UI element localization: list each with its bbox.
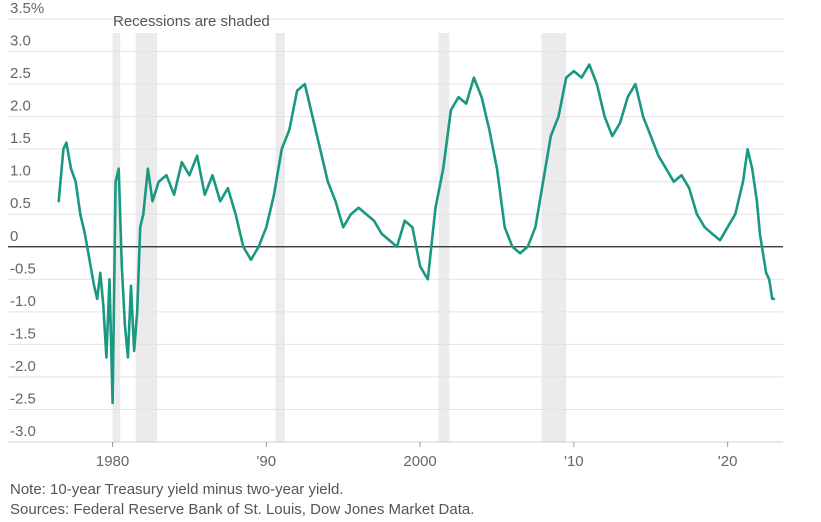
recession-band-1 [135,33,158,442]
y-tick-label: -1.5 [10,325,36,342]
chart-source: Sources: Federal Reserve Bank of St. Lou… [10,501,475,518]
y-tick-label: 0.5 [10,195,31,212]
x-tick-label: 2000 [403,453,436,470]
y-tick-label: -3.0 [10,423,36,440]
y-tick-label: 0 [10,228,18,245]
y-axis-labels: 3.5% 3.0 2.5 2.0 1.5 1.0 0.5 0 -0.5 -1.0 -1.5 -2.0 -… [10,0,44,440]
y-tick-label: 2.5 [10,65,31,82]
y-tick-label: 3.0 [10,33,31,50]
x-tick-label: '10 [564,453,584,470]
x-tick-label: 1980 [96,453,129,470]
recession-band-2 [275,33,285,442]
y-tick-label: -1.0 [10,293,36,310]
y-tick-label: -2.5 [10,390,36,407]
y-tick-label: 1.0 [10,163,31,180]
recession-band-0 [112,33,121,442]
x-tick-label: '90 [257,453,277,470]
x-axis-labels: 1980 '90 2000 '10 '20 [8,441,783,470]
series-line-0 [57,63,776,405]
gridlines [8,18,783,443]
y-tick-label: -0.5 [10,260,36,277]
recession-band-3 [438,33,450,442]
recession-bands [112,33,567,442]
recession-annotation: Recessions are shaded [113,13,270,30]
y-tick-label: -2.0 [10,358,36,375]
series-layer [57,63,776,405]
y-tick-label: 1.5 [10,130,31,147]
y-tick-label: 2.0 [10,98,31,115]
chart-note: Note: 10-year Treasury yield minus two-y… [10,481,344,498]
y-tick-label: 3.5% [10,0,44,17]
x-tick-label: '20 [718,453,738,470]
